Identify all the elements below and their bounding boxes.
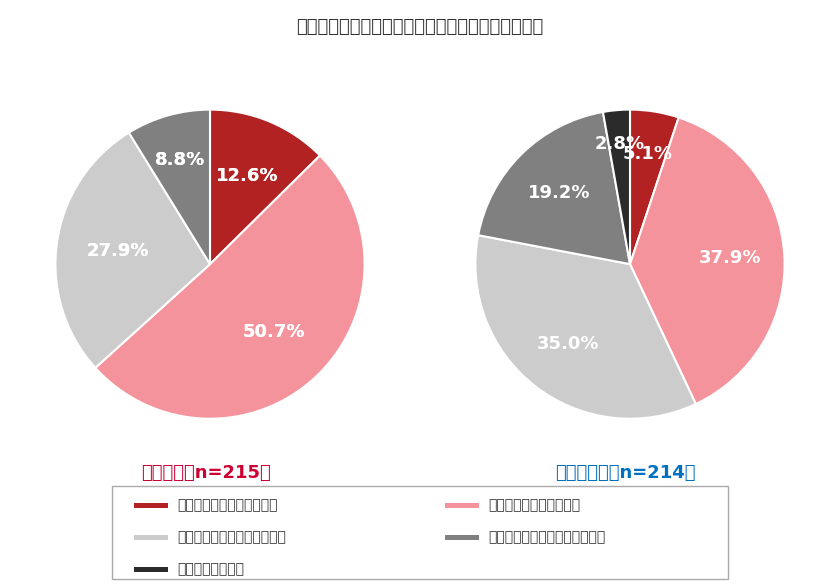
Text: 12.6%: 12.6% bbox=[216, 167, 278, 185]
Text: あまり整理整頓されていない: あまり整理整頓されていない bbox=[177, 531, 286, 544]
Wedge shape bbox=[478, 112, 630, 264]
Text: 8.8%: 8.8% bbox=[155, 151, 206, 169]
Text: やや整理整頓されている: やや整理整頓されている bbox=[488, 498, 580, 512]
Text: 8.8%: 8.8% bbox=[155, 151, 206, 169]
Wedge shape bbox=[129, 110, 210, 264]
FancyBboxPatch shape bbox=[113, 486, 727, 579]
Text: 【グラフ１】部屋の整理整頓度合い　（単一回答）: 【グラフ１】部屋の整理整頓度合い （単一回答） bbox=[297, 18, 543, 36]
Bar bbox=[445, 503, 479, 508]
Text: まったく整理整頓されていない: まったく整理整頓されていない bbox=[488, 531, 606, 544]
Wedge shape bbox=[96, 156, 365, 419]
Text: ゼロ円女子（n=214）: ゼロ円女子（n=214） bbox=[555, 464, 696, 481]
Text: 堅実女子（n=215）: 堅実女子（n=215） bbox=[141, 464, 270, 481]
Wedge shape bbox=[603, 110, 630, 264]
Text: 27.9%: 27.9% bbox=[87, 242, 150, 260]
Text: 5.1%: 5.1% bbox=[622, 146, 673, 163]
Text: 35.0%: 35.0% bbox=[537, 335, 600, 353]
Text: とても整理整頓されている: とても整理整頓されている bbox=[177, 498, 278, 512]
Text: 2.8%: 2.8% bbox=[595, 135, 644, 153]
Wedge shape bbox=[475, 235, 696, 419]
Text: 12.6%: 12.6% bbox=[216, 167, 278, 185]
Wedge shape bbox=[630, 117, 785, 404]
Bar bbox=[134, 567, 168, 572]
Text: 27.9%: 27.9% bbox=[87, 242, 150, 260]
Wedge shape bbox=[630, 110, 679, 264]
Bar bbox=[134, 503, 168, 508]
Text: 50.7%: 50.7% bbox=[243, 322, 305, 340]
Text: 37.9%: 37.9% bbox=[699, 249, 762, 267]
Bar bbox=[445, 535, 479, 539]
Text: 50.7%: 50.7% bbox=[243, 322, 305, 340]
Text: 自身の部屋はない: 自身の部屋はない bbox=[177, 562, 244, 576]
Wedge shape bbox=[210, 110, 320, 264]
Text: 19.2%: 19.2% bbox=[528, 184, 591, 202]
Bar bbox=[134, 535, 168, 539]
Wedge shape bbox=[55, 133, 210, 368]
